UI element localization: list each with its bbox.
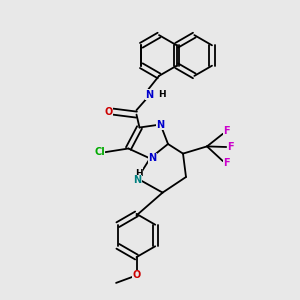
Text: F: F: [227, 142, 234, 152]
Text: O: O: [104, 106, 113, 117]
Text: N: N: [133, 175, 142, 185]
Text: F: F: [223, 158, 230, 169]
Text: H: H: [158, 90, 166, 99]
Text: N: N: [148, 153, 157, 164]
Text: N: N: [156, 119, 165, 130]
Text: N: N: [145, 89, 153, 100]
Text: O: O: [132, 270, 141, 280]
Text: Cl: Cl: [94, 147, 105, 157]
Text: H: H: [135, 169, 143, 178]
Text: F: F: [223, 126, 230, 136]
